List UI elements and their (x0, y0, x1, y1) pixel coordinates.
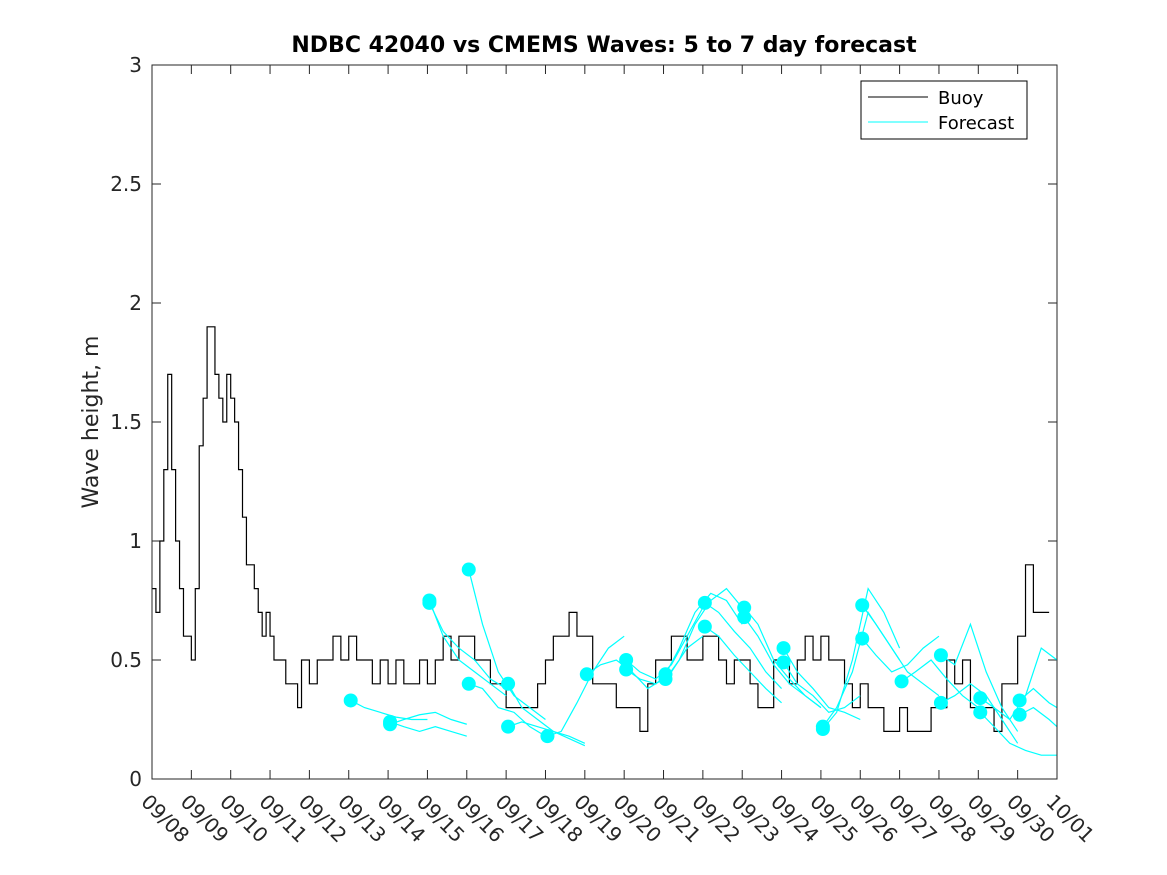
forecast-start-marker (461, 676, 476, 691)
forecast-start-marker (933, 648, 948, 663)
forecast-line (783, 662, 861, 714)
forecast-line (704, 626, 782, 704)
forecast-start-marker (737, 610, 752, 625)
forecast-start-marker (697, 619, 712, 634)
forecast-series (343, 562, 1058, 756)
forecast-start-marker (1012, 693, 1027, 708)
forecast-line (350, 699, 428, 721)
forecast-line (783, 647, 861, 721)
forecast-line (743, 616, 822, 709)
forecast-line (665, 587, 743, 680)
forecast-line (979, 647, 1058, 721)
y-tick-label: 0.5 (110, 648, 142, 672)
plot-frame (151, 64, 1058, 780)
forecast-start-marker (579, 667, 594, 682)
y-axis-label: Wave height, m (79, 336, 104, 509)
forecast-line (901, 659, 979, 709)
forecast-line (1019, 687, 1058, 709)
forecast-line (507, 683, 586, 744)
forecast-start-marker (422, 593, 437, 608)
legend-box (860, 80, 1028, 140)
legend-forecast-label: Forecast (938, 113, 1014, 134)
forecast-line (389, 721, 467, 737)
forecast-start-marker (973, 691, 988, 706)
forecast-start-marker (697, 595, 712, 610)
forecast-start-marker (776, 641, 791, 656)
y-tick-label: 0 (129, 767, 142, 791)
forecast-line (389, 711, 467, 725)
forecast-line (861, 604, 940, 697)
forecast-start-marker (894, 674, 909, 689)
forecast-start-marker (815, 722, 830, 737)
forecast-start-marker (343, 693, 358, 708)
forecast-start-marker (855, 631, 870, 646)
forecast-line (822, 587, 901, 730)
y-tick-label: 2.5 (110, 172, 142, 196)
forecast-line (428, 602, 507, 690)
forecast-start-marker (1012, 707, 1027, 722)
forecast-start-marker (658, 667, 673, 682)
forecast-line (861, 635, 940, 673)
forecast-start-marker (540, 729, 555, 744)
forecast-line (428, 600, 507, 697)
y-tick-label: 3 (129, 53, 142, 77)
buoy-line (152, 326, 1050, 732)
forecast-start-marker (933, 695, 948, 710)
y-tick-label: 1.5 (110, 410, 142, 434)
buoy-series (152, 326, 1050, 732)
forecast-start-marker (501, 676, 516, 691)
forecast-line (507, 721, 586, 747)
forecast-start-marker (383, 717, 398, 732)
forecast-start-marker (461, 562, 476, 577)
forecast-start-marker (776, 655, 791, 670)
chart-title: NDBC 42040 vs CMEMS Waves: 5 to 7 day fo… (291, 33, 917, 58)
forecast-start-marker (973, 705, 988, 720)
forecast-start-marker (619, 653, 634, 667)
y-tick-label: 1 (129, 529, 142, 553)
forecast-line (704, 602, 783, 689)
forecast-line (979, 711, 1057, 756)
forecast-line (940, 683, 1019, 744)
plot-area (152, 65, 1057, 779)
forecast-line (1019, 706, 1058, 728)
forecast-line (940, 622, 1019, 732)
forecast-line (547, 635, 625, 737)
legend-buoy-label: Buoy (938, 88, 984, 109)
forecast-start-marker (855, 598, 870, 613)
legend: Buoy Forecast (860, 80, 1028, 140)
forecast-line (468, 683, 546, 737)
y-tick-label: 2 (129, 291, 142, 315)
forecast-start-marker (501, 719, 516, 734)
